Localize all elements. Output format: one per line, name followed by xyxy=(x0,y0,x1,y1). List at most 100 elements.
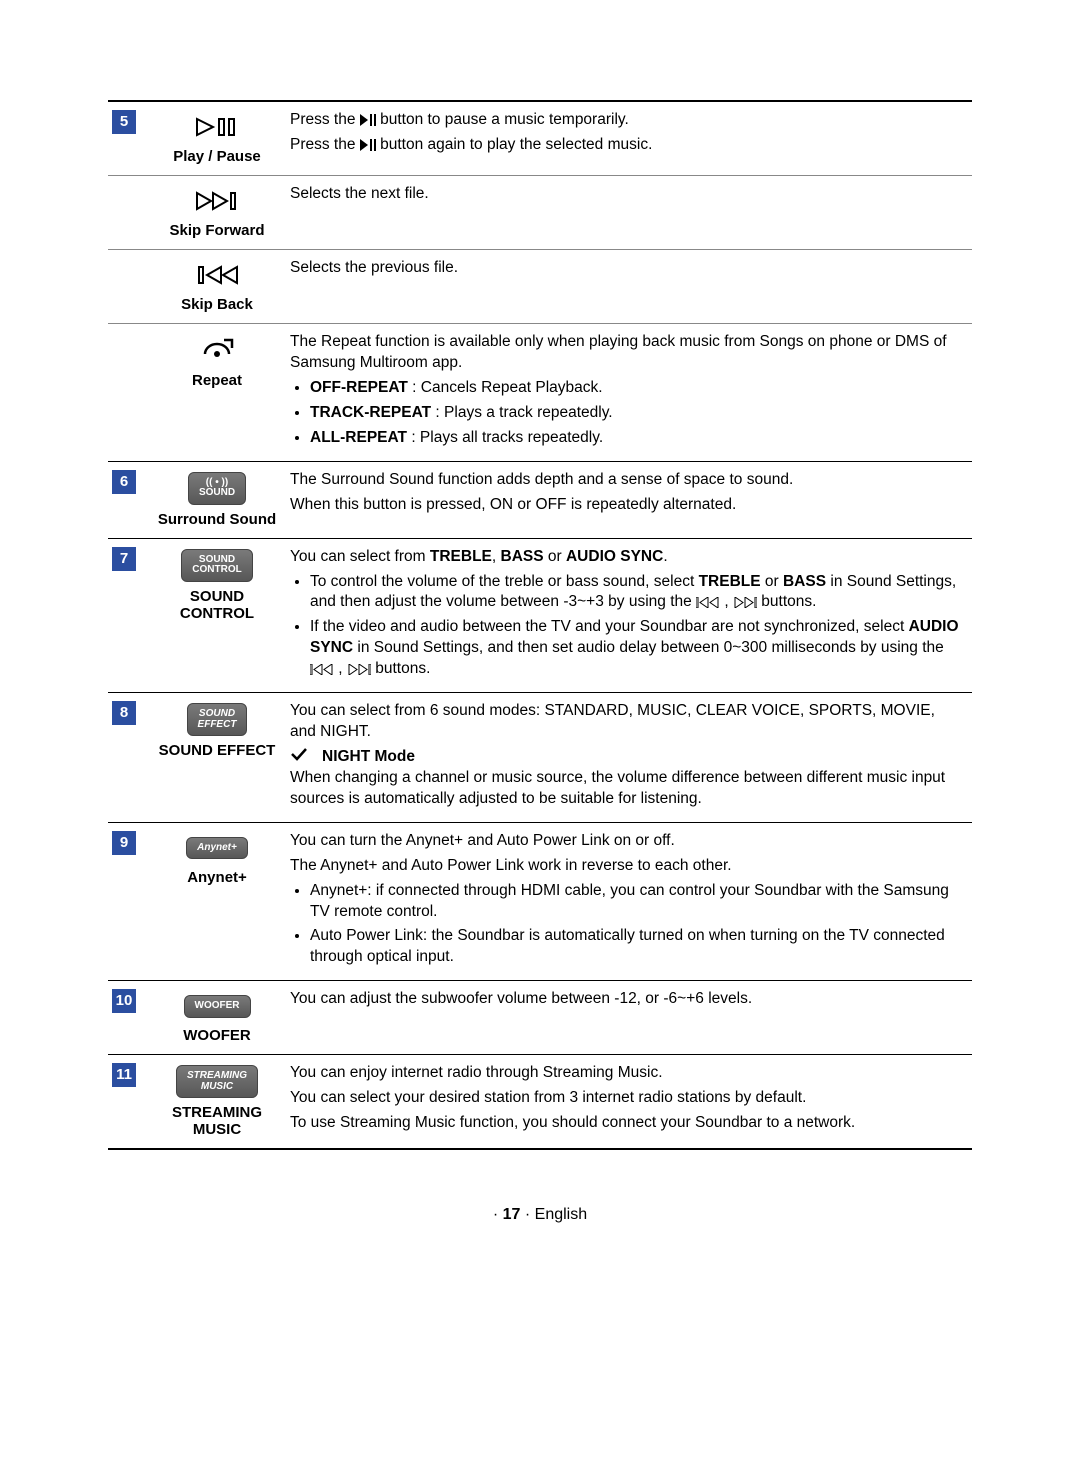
skip-forward-label: Skip Forward xyxy=(156,222,278,239)
list-item: OFF-REPEAT : Cancels Repeat Playback. xyxy=(310,378,964,399)
text: To use Streaming Music function, you sho… xyxy=(290,1113,964,1134)
label-cell: Repeat xyxy=(152,324,282,461)
row-sound-effect: 8 SOUNDEFFECT SOUND EFFECT You can selec… xyxy=(108,693,972,823)
text: : Cancels Repeat Playback. xyxy=(408,379,603,396)
surround-label: Surround Sound xyxy=(156,511,278,528)
woofer-button-icon: WOOFER xyxy=(156,991,278,1021)
night-mode-heading: NIGHT Mode xyxy=(290,747,964,768)
badge-line: (( • )) xyxy=(206,477,228,488)
desc-cell: The Repeat function is available only wh… xyxy=(282,324,972,461)
badge-line: Anynet+ xyxy=(186,837,248,860)
number-6: 6 xyxy=(112,470,136,494)
sound-control-button-icon: SOUNDCONTROL xyxy=(156,549,278,582)
number-5: 5 xyxy=(112,110,136,134)
desc-cell: The Surround Sound function adds depth a… xyxy=(282,462,972,538)
number-cell xyxy=(108,176,152,249)
footer-dot: · xyxy=(493,1206,498,1223)
footer-dot: · xyxy=(525,1206,530,1223)
number-cell xyxy=(108,324,152,461)
page-footer: · 17 · English xyxy=(108,1206,972,1224)
badge-line: SOUND xyxy=(199,554,235,565)
text: MUSIC xyxy=(193,1121,241,1138)
list-item: TRACK-REPEAT : Plays a track repeatedly. xyxy=(310,403,964,424)
number-cell: 6 xyxy=(108,462,152,538)
text: You can adjust the subwoofer volume betw… xyxy=(290,989,964,1010)
text: You can select from 6 sound modes: STAND… xyxy=(290,701,964,743)
text-strong: TRACK-REPEAT xyxy=(310,404,431,421)
badge-line: SOUND xyxy=(199,708,235,719)
text: Selects the previous file. xyxy=(290,258,964,279)
row-streaming-music: 11 STREAMINGMUSIC STREAMING MUSIC You ca… xyxy=(108,1055,972,1148)
desc-cell: Press the button to pause a music tempor… xyxy=(282,102,972,175)
desc-cell: Selects the previous file. xyxy=(282,250,972,323)
label-cell: Skip Forward xyxy=(152,176,282,249)
text-strong: BASS xyxy=(501,548,544,565)
text: button again to play the selected music. xyxy=(380,136,652,153)
list-item: Auto Power Link: the Soundbar is automat… xyxy=(310,926,964,968)
text: buttons. xyxy=(761,593,816,610)
number-cell: 9 xyxy=(108,823,152,981)
number-cell: 10 xyxy=(108,981,152,1054)
streaming-music-button-icon: STREAMINGMUSIC xyxy=(156,1065,278,1098)
label-cell: Anynet+ Anynet+ xyxy=(152,823,282,981)
text-strong: AUDIO SYNC xyxy=(566,548,663,565)
playpause-glyph-icon xyxy=(360,114,376,126)
desc-cell: You can select from TREBLE, BASS or AUDI… xyxy=(282,539,972,693)
text: Selects the next file. xyxy=(290,184,964,205)
sound-effect-button-icon: SOUNDEFFECT xyxy=(156,703,278,736)
skip-forward-glyph-icon xyxy=(347,664,371,675)
text-strong: TREBLE xyxy=(699,573,761,590)
row-sound-control: 7 SOUNDCONTROL SOUND CONTROL You can sel… xyxy=(108,539,972,694)
text: SOUND xyxy=(190,588,244,605)
text: If the video and audio between the TV an… xyxy=(310,618,909,635)
text: buttons. xyxy=(375,660,430,677)
manual-page: 5 Play / Pause Press the button to pause… xyxy=(0,0,1080,1264)
text: CONTROL xyxy=(180,605,254,622)
label-cell: Play / Pause xyxy=(152,102,282,175)
text: You can select your desired station from… xyxy=(290,1088,964,1109)
label-cell: STREAMINGMUSIC STREAMING MUSIC xyxy=(152,1055,282,1148)
text: , xyxy=(492,548,501,565)
repeat-label: Repeat xyxy=(156,372,278,389)
number-cell: 8 xyxy=(108,693,152,822)
list-item: To control the volume of the treble or b… xyxy=(310,572,964,614)
remote-buttons-table: 5 Play / Pause Press the button to pause… xyxy=(108,100,972,1150)
number-cell xyxy=(108,250,152,323)
label-cell: SOUNDCONTROL SOUND CONTROL xyxy=(152,539,282,693)
desc-cell: You can turn the Anynet+ and Auto Power … xyxy=(282,823,972,981)
label-cell: (( • ))SOUND Surround Sound xyxy=(152,462,282,538)
row-woofer: 10 WOOFER WOOFER You can adjust the subw… xyxy=(108,981,972,1055)
list-item: Anynet+: if connected through HDMI cable… xyxy=(310,881,964,923)
footer-lang: English xyxy=(535,1206,587,1223)
number-cell: 11 xyxy=(108,1055,152,1148)
skip-forward-glyph-icon xyxy=(733,597,757,608)
label-cell: WOOFER WOOFER xyxy=(152,981,282,1054)
row-skip-back: Skip Back Selects the previous file. xyxy=(108,250,972,324)
skip-back-label: Skip Back xyxy=(156,296,278,313)
sound-button-icon: (( • ))SOUND xyxy=(156,472,278,505)
skip-back-glyph-icon xyxy=(310,664,334,675)
badge-line: WOOFER xyxy=(184,995,251,1018)
text: in Sound Settings, and then set audio de… xyxy=(353,639,944,656)
text: The Repeat function is available only wh… xyxy=(290,332,964,374)
check-icon xyxy=(290,747,308,761)
repeat-icon xyxy=(156,334,278,366)
row-repeat: Repeat The Repeat function is available … xyxy=(108,324,972,462)
streaming-music-label: STREAMING MUSIC xyxy=(156,1104,278,1138)
badge-line: SOUND xyxy=(199,488,235,499)
badge-line: CONTROL xyxy=(192,565,241,576)
anynet-button-icon: Anynet+ xyxy=(156,833,278,863)
text: or xyxy=(761,573,783,590)
text: Press the xyxy=(290,111,360,128)
list-item: ALL-REPEAT : Plays all tracks repeatedly… xyxy=(310,428,964,449)
list-item: If the video and audio between the TV an… xyxy=(310,617,964,680)
text: You can turn the Anynet+ and Auto Power … xyxy=(290,831,964,852)
play-pause-label: Play / Pause xyxy=(156,148,278,165)
woofer-label: WOOFER xyxy=(156,1027,278,1044)
number-cell: 5 xyxy=(108,102,152,175)
row-anynet: 9 Anynet+ Anynet+ You can turn the Anyne… xyxy=(108,823,972,982)
sound-control-label: SOUND CONTROL xyxy=(156,588,278,622)
text: To control the volume of the treble or b… xyxy=(310,573,699,590)
row-play-pause: 5 Play / Pause Press the button to pause… xyxy=(108,102,972,176)
text: When changing a channel or music source,… xyxy=(290,768,964,810)
